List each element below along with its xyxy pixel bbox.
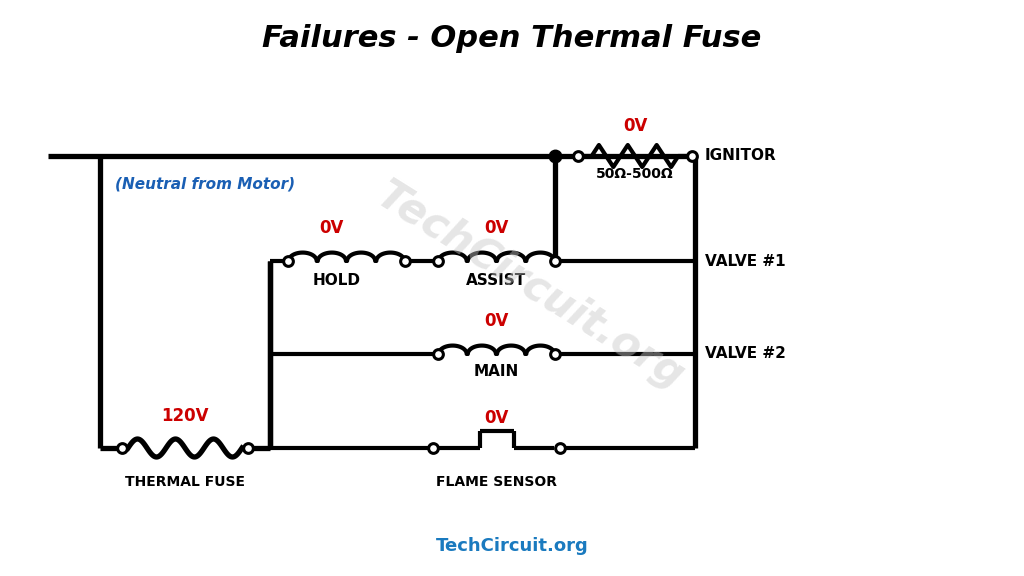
Text: TechCircuit.org: TechCircuit.org: [435, 537, 589, 555]
Text: IGNITOR: IGNITOR: [705, 149, 777, 164]
Text: (Neutral from Motor): (Neutral from Motor): [115, 176, 295, 191]
Text: MAIN: MAIN: [474, 364, 519, 379]
Text: VALVE #2: VALVE #2: [705, 347, 785, 362]
Text: VALVE #1: VALVE #1: [705, 253, 785, 268]
Text: 0V: 0V: [484, 219, 509, 237]
Text: Failures - Open Thermal Fuse: Failures - Open Thermal Fuse: [262, 24, 762, 53]
Text: 0V: 0V: [319, 219, 344, 237]
Text: TechCircuit.org: TechCircuit.org: [369, 175, 691, 397]
Text: 50Ω-500Ω: 50Ω-500Ω: [596, 167, 674, 181]
Text: 0V: 0V: [484, 409, 509, 427]
Text: ASSIST: ASSIST: [466, 273, 526, 288]
Text: 0V: 0V: [623, 117, 647, 135]
Text: THERMAL FUSE: THERMAL FUSE: [125, 475, 245, 489]
Text: 120V: 120V: [161, 407, 209, 425]
Text: 0V: 0V: [484, 312, 509, 330]
Text: HOLD: HOLD: [312, 273, 360, 288]
Text: FLAME SENSOR: FLAME SENSOR: [436, 475, 557, 489]
